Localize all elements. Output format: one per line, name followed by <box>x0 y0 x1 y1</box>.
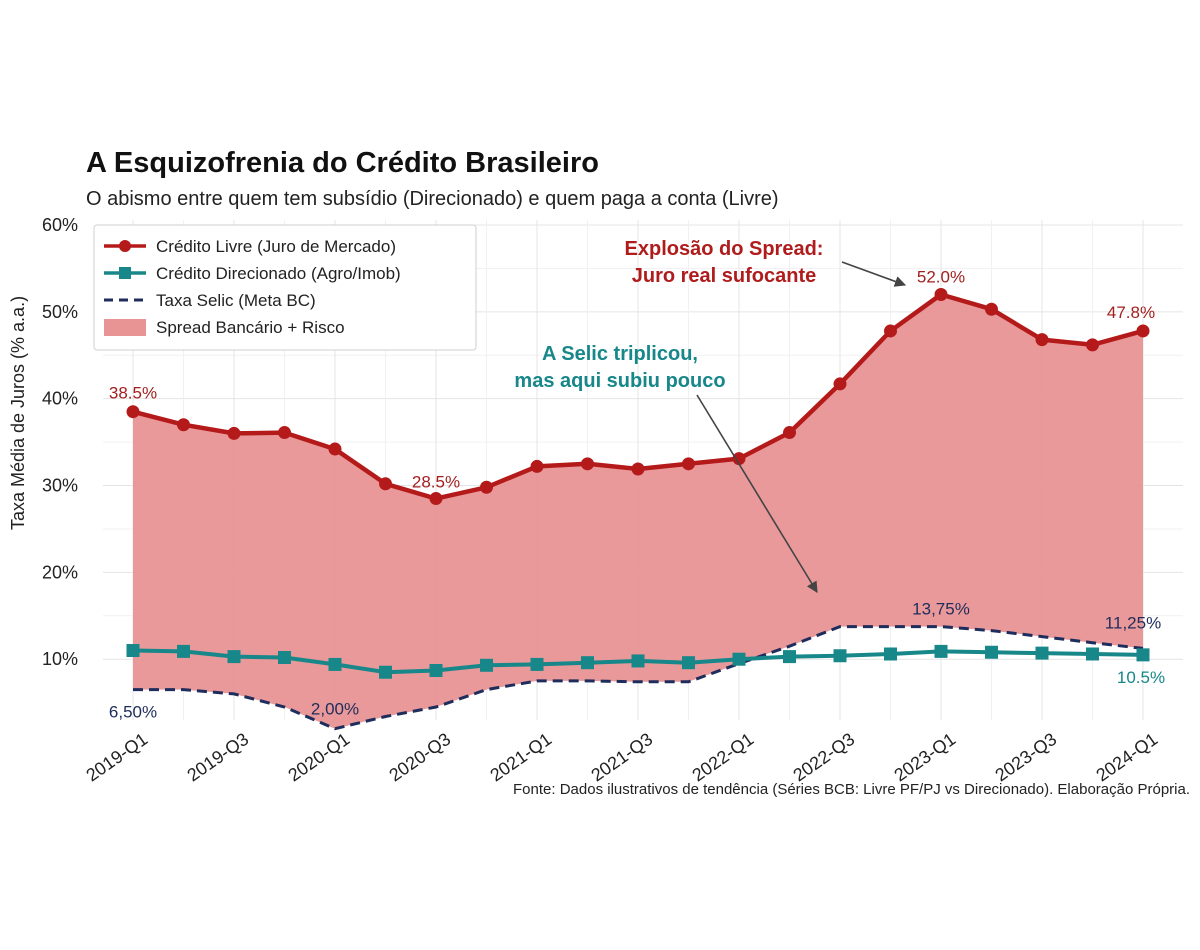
direcionado-marker <box>1035 646 1049 660</box>
data-label: 13,75% <box>912 600 970 619</box>
livre-marker <box>126 405 140 419</box>
direcionado-marker <box>328 657 342 671</box>
annotation-spread-text: Explosão do Spread: <box>625 238 824 260</box>
legend-swatch-direcionado-marker <box>119 267 131 279</box>
direcionado-marker <box>631 654 645 668</box>
legend: Crédito Livre (Juro de Mercado) Crédito … <box>93 224 477 351</box>
direcionado-marker <box>227 650 241 664</box>
annotation-spread-arrow <box>841 261 907 287</box>
direcionado-marker <box>1086 647 1099 661</box>
livre-marker <box>328 442 342 456</box>
direcionado-marker <box>581 656 594 670</box>
data-label: 10.5% <box>1117 668 1165 687</box>
livre-marker <box>783 426 796 440</box>
livre-marker <box>985 302 998 316</box>
spread-area-layer <box>133 294 1143 729</box>
livre-marker <box>1035 333 1049 347</box>
chart-subtitle: O abismo entre quem tem subsídio (Direci… <box>86 188 779 210</box>
annotation-selic-arrow <box>696 394 818 593</box>
annotation-selic-text: A Selic triplicou, <box>542 343 698 365</box>
x-tick-label: 2020-Q3 <box>385 729 454 786</box>
y-tick-label: 30% <box>42 476 78 496</box>
source-note: Fonte: Dados ilustrativos de tendência (… <box>513 781 1190 798</box>
direcionado-marker <box>732 652 746 666</box>
chart-title: A Esquizofrenia do Crédito Brasileiro <box>86 147 599 179</box>
livre-marker <box>934 287 948 301</box>
livre-marker <box>530 459 544 473</box>
livre-marker <box>278 426 291 440</box>
selic-line <box>133 625 1144 731</box>
y-tick-label: 50% <box>42 302 78 322</box>
legend-label-livre: Crédito Livre (Juro de Mercado) <box>156 237 396 256</box>
legend-label-selic: Taxa Selic (Meta BC) <box>156 291 316 310</box>
livre-marker <box>227 426 241 440</box>
livre-marker <box>581 457 594 471</box>
direcionado-marker <box>985 645 998 659</box>
livre-marker <box>177 418 190 432</box>
direcionado-marker <box>278 650 291 664</box>
y-tick-label: 10% <box>42 649 78 669</box>
x-tick-label: 2021-Q1 <box>486 729 555 786</box>
x-tick-label: 2020-Q1 <box>284 729 353 786</box>
livre-marker <box>884 324 897 338</box>
x-tick-label: 2021-Q3 <box>587 729 656 786</box>
spread-area <box>133 294 1143 729</box>
marker-layer <box>126 287 1150 679</box>
data-label: 52.0% <box>917 267 965 286</box>
legend-swatch-spread <box>104 319 146 336</box>
direcionado-marker <box>429 664 443 677</box>
data-label: 11,25% <box>1105 613 1161 632</box>
livre-marker <box>631 462 645 476</box>
x-tick-label: 2024-Q1 <box>1092 729 1161 786</box>
direcionado-marker <box>833 649 847 663</box>
livre-marker <box>1086 338 1099 352</box>
direcionado-marker <box>884 647 897 661</box>
direcionado-marker <box>480 658 493 672</box>
direcionado-marker <box>1136 648 1150 662</box>
x-tick-label: 2019-Q3 <box>183 729 252 786</box>
x-tick-label: 2022-Q3 <box>789 729 858 786</box>
direcionado-marker <box>126 644 140 658</box>
annotation-spread-text: Juro real sufocante <box>632 265 817 287</box>
annotation-selic-text: mas aqui subiu pouco <box>514 370 725 392</box>
direcionado-marker <box>530 657 544 671</box>
data-label: 6,50% <box>109 703 157 722</box>
livre-marker <box>1136 324 1150 338</box>
direcionado-marker <box>177 644 190 658</box>
livre-marker <box>379 477 392 491</box>
data-label: 28.5% <box>412 473 460 492</box>
y-tick-label: 20% <box>42 562 78 582</box>
livre-marker <box>732 452 746 466</box>
x-tick-label: 2022-Q1 <box>688 729 757 786</box>
legend-swatch-livre-marker <box>119 240 131 252</box>
x-tick-label: 2023-Q1 <box>890 729 959 786</box>
x-tick-label: 2019-Q1 <box>82 729 151 786</box>
annotation-layer: Explosão do Spread: Juro real sufocante A … <box>514 238 907 593</box>
legend-box <box>93 224 477 351</box>
livre-marker <box>833 377 847 391</box>
data-label: 47.8% <box>1107 303 1155 322</box>
livre-marker <box>429 492 443 506</box>
y-tick-label: 60% <box>42 215 78 235</box>
x-tick-label: 2023-Q3 <box>991 729 1060 786</box>
livre-marker <box>682 457 695 471</box>
data-label: 38.5% <box>109 384 157 403</box>
legend-label-spread: Spread Bancário + Risco <box>156 318 345 337</box>
livre-marker <box>480 480 493 494</box>
legend-label-direcionado: Crédito Direcionado (Agro/Imob) <box>156 264 401 283</box>
data-label-layer: 38.5% 28.5% 52.0% 47.8% 6,50% 2,00% 13,75% 11,2… <box>109 267 1165 721</box>
direcionado-marker <box>682 656 695 670</box>
y-axis-label: Taxa Média de Juros (% a.a.) <box>8 296 28 530</box>
data-label: 2,00% <box>311 700 359 719</box>
y-tick-label: 40% <box>42 389 78 409</box>
direcionado-marker <box>783 650 796 664</box>
direcionado-marker <box>934 644 948 658</box>
direcionado-marker <box>379 665 392 679</box>
